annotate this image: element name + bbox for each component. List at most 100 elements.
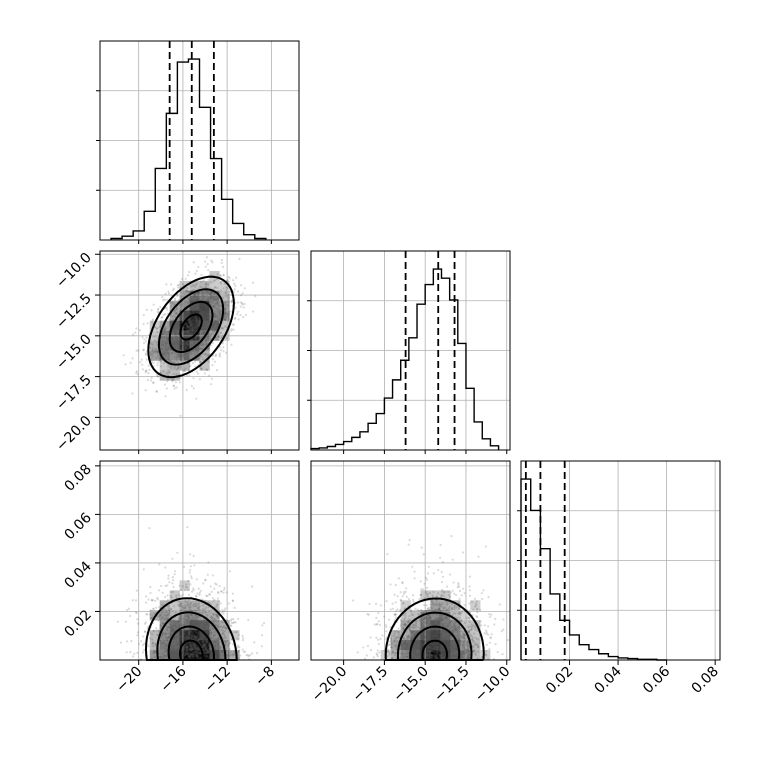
- scatter-point: [410, 638, 413, 641]
- scatter-point: [204, 290, 207, 293]
- scatter-point: [207, 316, 210, 319]
- scatter-point: [434, 656, 437, 659]
- scatter-point: [447, 646, 450, 649]
- scatter-point: [181, 304, 184, 307]
- scatter-point: [202, 305, 205, 308]
- scatter-point: [204, 305, 207, 308]
- scatter-point: [172, 651, 175, 654]
- scatter-point: [158, 563, 161, 566]
- scatter-point: [225, 641, 228, 645]
- scatter-point: [173, 628, 176, 631]
- scatter-point: [158, 589, 161, 592]
- scatter-point: [377, 638, 380, 642]
- scatter-point: [435, 618, 438, 621]
- scatter-point: [155, 341, 158, 344]
- scatter-point: [432, 602, 435, 606]
- scatter-point: [196, 638, 200, 641]
- scatter-point: [167, 352, 170, 355]
- scatter-point: [187, 649, 190, 652]
- scatter-point: [187, 296, 190, 299]
- scatter-point: [439, 615, 442, 618]
- scatter-point: [193, 636, 196, 640]
- scatter-point: [450, 641, 453, 644]
- scatter-point: [352, 599, 355, 602]
- scatter-point: [232, 328, 235, 331]
- scatter-point: [443, 590, 446, 593]
- scatter-point: [223, 282, 226, 286]
- scatter-point: [214, 613, 218, 616]
- scatter-point: [455, 648, 458, 651]
- scatter-point: [180, 277, 184, 280]
- scatter-point: [187, 340, 190, 343]
- scatter-point: [436, 631, 440, 634]
- scatter-point: [187, 618, 190, 621]
- scatter-point: [427, 646, 430, 649]
- scatter-point: [449, 624, 452, 628]
- scatter-point: [428, 654, 431, 658]
- scatter-point: [206, 297, 210, 300]
- scatter-point: [182, 317, 185, 320]
- scatter-point: [202, 311, 205, 314]
- scatter-point: [152, 629, 155, 632]
- density-cell-1-0: [219, 300, 230, 311]
- scatter-point: [449, 651, 453, 654]
- scatter-point: [422, 625, 426, 629]
- scatter-point: [186, 329, 189, 332]
- scatter-point: [433, 644, 436, 647]
- scatter-point: [203, 623, 206, 626]
- scatter-point: [145, 308, 148, 311]
- scatter-point: [180, 602, 183, 606]
- scatter-point: [388, 643, 391, 646]
- scatter-point: [489, 636, 492, 639]
- scatter-point: [193, 316, 196, 319]
- scatter-point: [209, 338, 212, 341]
- scatter-point: [186, 646, 189, 649]
- scatter-point: [416, 608, 419, 611]
- scatter-point: [187, 630, 190, 633]
- scatter-point: [217, 318, 220, 321]
- scatter-point: [206, 627, 209, 630]
- scatter-point: [226, 287, 229, 290]
- scatter-point: [214, 327, 217, 330]
- scatter-point: [188, 342, 191, 345]
- scatter-point: [424, 610, 427, 613]
- scatter-point: [157, 375, 160, 378]
- scatter-point: [191, 298, 194, 301]
- scatter-point: [189, 633, 192, 636]
- scatter-point: [418, 646, 421, 649]
- scatter-point: [172, 315, 175, 318]
- scatter-point: [179, 623, 182, 627]
- scatter-point: [201, 303, 204, 306]
- scatter-point: [402, 654, 405, 657]
- scatter-point: [244, 313, 248, 316]
- scatter-point: [174, 298, 177, 302]
- scatter-point: [176, 353, 179, 357]
- scatter-point: [203, 650, 206, 653]
- scatter-point: [184, 606, 187, 610]
- scatter-point: [463, 634, 466, 637]
- scatter-point: [161, 656, 164, 659]
- scatter-point: [188, 631, 191, 634]
- scatter-point: [151, 638, 154, 641]
- scatter-point: [191, 333, 194, 337]
- scatter-point: [240, 284, 243, 287]
- scatter-point: [424, 636, 427, 639]
- scatter-point: [161, 611, 164, 614]
- scatter-point: [447, 648, 451, 651]
- scatter-point: [189, 340, 192, 343]
- scatter-point: [190, 613, 193, 616]
- scatter-point: [171, 626, 174, 630]
- scatter-point: [449, 595, 452, 599]
- scatter-point: [472, 624, 475, 627]
- scatter-point: [208, 335, 211, 338]
- scatter-point: [134, 331, 137, 334]
- scatter-point: [188, 637, 191, 640]
- scatter-point: [423, 653, 426, 656]
- scatter-point: [195, 636, 198, 639]
- scatter-point: [452, 629, 455, 632]
- scatter-point: [209, 311, 212, 314]
- scatter-point: [461, 650, 465, 653]
- scatter-point: [432, 654, 435, 658]
- scatter-point: [204, 647, 207, 650]
- scatter-point: [447, 645, 450, 649]
